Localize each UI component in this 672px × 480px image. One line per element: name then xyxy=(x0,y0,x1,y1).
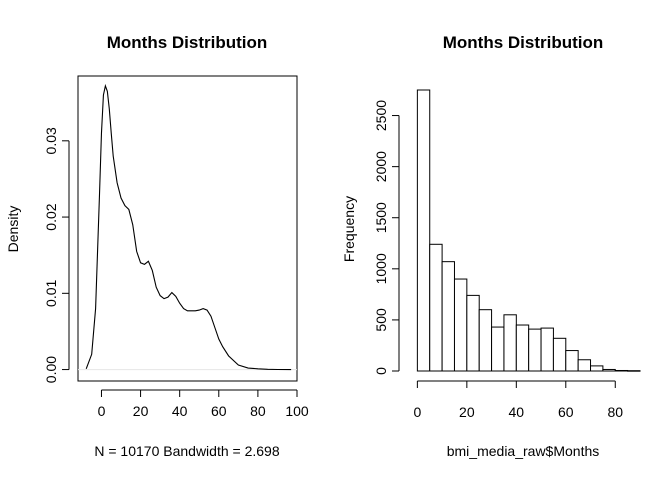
histogram-bar xyxy=(577,359,592,372)
histogram-bar xyxy=(528,328,542,372)
histogram-x-tick-label: 0 xyxy=(413,404,421,420)
density-x-tick-label: 80 xyxy=(250,403,266,419)
histogram-x-tick-label: 80 xyxy=(607,404,623,420)
histogram-bar xyxy=(441,261,455,372)
density-x-tick-label: 40 xyxy=(172,403,188,419)
density-y-tick-label: 0.00 xyxy=(43,356,59,383)
density-x-tick-label: 60 xyxy=(211,403,227,419)
histogram-bar xyxy=(466,294,480,372)
density-y-ticks: 0.00 0.01 0.02 0.03 xyxy=(43,127,69,383)
histogram-bar xyxy=(503,314,517,372)
histogram-y-tick-label: 500 xyxy=(373,308,389,332)
histogram-y-tick-label: 2500 xyxy=(373,100,389,131)
histogram-bar xyxy=(515,324,530,372)
density-y-label: Density xyxy=(5,206,21,253)
histogram-y-ticks: 0 500 1000 1500 2000 2500 xyxy=(373,100,399,375)
density-plot-box xyxy=(77,75,298,382)
density-x-ticks: 0 20 40 60 80 100 xyxy=(98,390,309,419)
density-title: Months Distribution xyxy=(107,33,268,52)
histogram-y-tick-label: 1000 xyxy=(373,253,389,284)
density-x-tick-label: 0 xyxy=(98,403,106,419)
histogram-bar xyxy=(565,350,579,372)
histogram-bar xyxy=(614,369,629,372)
histogram-y-label: Frequency xyxy=(341,196,357,262)
histogram-x-tick-label: 20 xyxy=(459,404,475,420)
density-panel: Months Distribution 0 20 40 60 80 100 0.000.0… xyxy=(5,33,309,459)
histogram-title: Months Distribution xyxy=(443,33,604,52)
histogram-bar xyxy=(540,327,554,372)
density-curve xyxy=(85,83,292,371)
histogram-bar xyxy=(416,89,431,372)
histogram-bar xyxy=(590,365,604,372)
histogram-x-label: bmi_media_raw$Months xyxy=(447,443,600,459)
histogram-x-tick-label: 40 xyxy=(509,404,525,420)
histogram-x-ticks: 0 20 40 60 80 xyxy=(413,381,623,420)
histogram-bar xyxy=(602,368,616,372)
histogram-bar xyxy=(552,337,567,372)
histogram-y-tick-label: 0 xyxy=(373,367,389,375)
histogram-bar xyxy=(627,370,641,372)
density-x-tick-label: 20 xyxy=(133,403,149,419)
histogram-bar xyxy=(429,243,443,372)
density-y-tick-label: 0.01 xyxy=(43,279,59,306)
histogram-bar xyxy=(478,309,493,372)
histogram-panel: Months Distribution 0 20 40 60 80 0 500 1000 15… xyxy=(341,33,641,459)
histogram-bar xyxy=(453,278,468,372)
density-x-tick-label: 100 xyxy=(285,403,309,419)
histogram-bar xyxy=(491,326,505,372)
histogram-y-tick-label: 2000 xyxy=(373,151,389,182)
density-y-tick-label: 0.03 xyxy=(43,127,59,154)
histogram-bars xyxy=(416,89,641,372)
density-x-label: N = 10170 Bandwidth = 2.698 xyxy=(94,443,279,459)
histogram-x-tick-label: 60 xyxy=(558,404,574,420)
density-y-tick-label: 0.02 xyxy=(43,203,59,230)
histogram-y-tick-label: 1500 xyxy=(373,202,389,233)
